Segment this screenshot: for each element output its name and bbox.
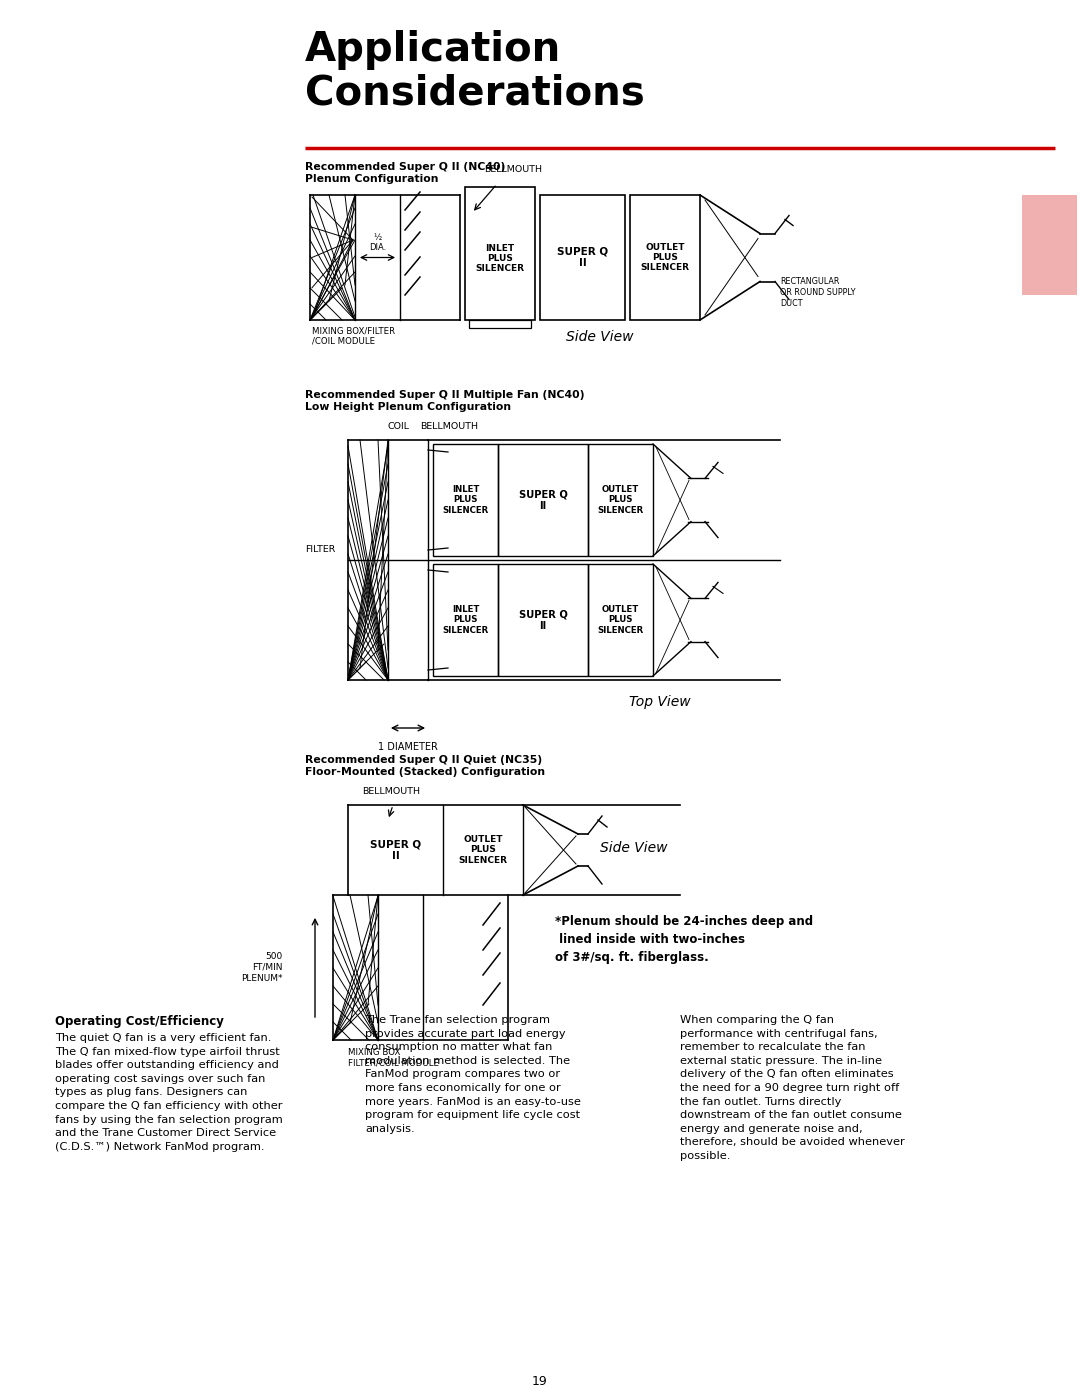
Text: *Plenum should be 24-inches deep and
 lined inside with two-inches
of 3#/sq. ft.: *Plenum should be 24-inches deep and lin… [555,915,813,964]
Text: INLET
PLUS
SILENCER: INLET PLUS SILENCER [443,485,488,514]
Text: SUPER Q
II: SUPER Q II [370,840,421,861]
Bar [498,444,588,556]
Text: INLET
PLUS
SILENCER: INLET PLUS SILENCER [475,243,525,274]
Text: 1 DIAMETER: 1 DIAMETER [378,742,437,752]
Bar [540,196,625,320]
Text: BELLMOUTH: BELLMOUTH [484,165,542,175]
Text: OUTLET
PLUS
SILENCER: OUTLET PLUS SILENCER [597,485,644,514]
Text: The Trane fan selection program
provides accurate part load energy
consumption n: The Trane fan selection program provides… [365,1016,581,1134]
Text: MIXING BOX/FILTER
/COIL MODULE: MIXING BOX/FILTER /COIL MODULE [312,326,395,345]
Text: MIXING BOX
FILTER/COIL MODULE: MIXING BOX FILTER/COIL MODULE [348,1048,438,1067]
Text: BELLMOUTH: BELLMOUTH [420,422,478,432]
Text: The quiet Q fan is a very efficient fan.
The Q fan mixed-flow type airfoil thrus: The quiet Q fan is a very efficient fan.… [55,1032,283,1151]
Bar [588,564,653,676]
Text: Side View: Side View [600,841,667,855]
Text: COIL: COIL [388,422,410,432]
Text: Operating Cost/Efficiency: Operating Cost/Efficiency [55,1016,224,1028]
Text: 500
FT/MIN
PLENUM*: 500 FT/MIN PLENUM* [242,951,283,983]
Text: SUPER Q
II: SUPER Q II [518,609,567,631]
Bar [433,444,498,556]
Bar [588,444,653,556]
Text: INLET
PLUS
SILENCER: INLET PLUS SILENCER [443,605,488,634]
Text: Top View: Top View [630,694,691,710]
Text: ½
DIA.: ½ DIA. [369,233,387,251]
Bar [469,320,531,328]
Text: RECTANGULAR
OR ROUND SUPPLY
DUCT: RECTANGULAR OR ROUND SUPPLY DUCT [780,278,855,307]
Bar [465,187,535,320]
Text: OUTLET
PLUS
SILENCER: OUTLET PLUS SILENCER [597,605,644,634]
Bar [630,196,700,320]
Text: When comparing the Q fan
performance with centrifugal fans,
remember to recalcul: When comparing the Q fan performance wit… [680,1016,905,1161]
Bar [1022,196,1077,295]
Text: OUTLET
PLUS
SILENCER: OUTLET PLUS SILENCER [640,243,689,272]
Text: SUPER Q
II: SUPER Q II [557,247,608,268]
Text: Recommended Super Q II Multiple Fan (NC40)
Low Height Plenum Configuration: Recommended Super Q II Multiple Fan (NC4… [305,390,584,412]
Text: Recommended Super Q II Quiet (NC35)
Floor-Mounted (Stacked) Configuration: Recommended Super Q II Quiet (NC35) Floo… [305,754,545,777]
Text: Application
Considerations: Application Considerations [305,29,645,113]
Text: SUPER Q
II: SUPER Q II [518,489,567,511]
Text: Side View: Side View [566,330,634,344]
Text: 19: 19 [532,1375,548,1389]
Text: BELLMOUTH: BELLMOUTH [362,787,420,796]
Text: Recommended Super Q II (NC40)
Plenum Configuration: Recommended Super Q II (NC40) Plenum Con… [305,162,505,184]
Text: FILTER: FILTER [305,545,336,555]
Text: OUTLET
PLUS
SILENCER: OUTLET PLUS SILENCER [459,835,508,865]
Bar [498,564,588,676]
Bar [433,564,498,676]
